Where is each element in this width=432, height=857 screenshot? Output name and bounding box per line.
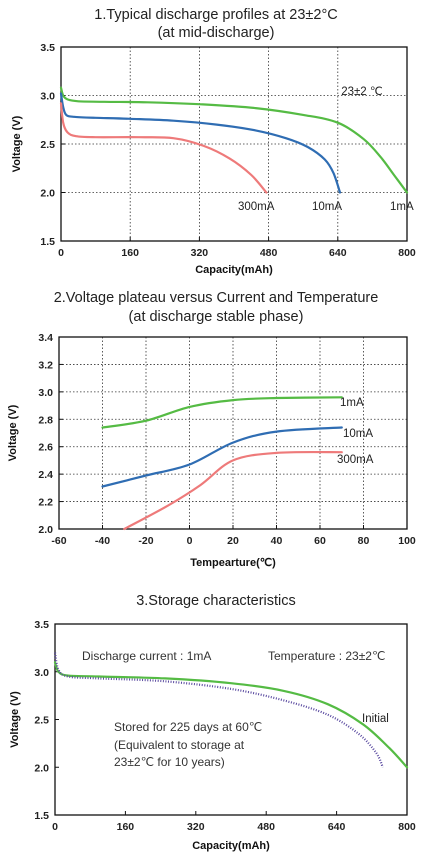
x-tick-label: 20 [227,535,239,547]
chart-3-title: 3.Storage characteristics [136,593,296,609]
y-tick-label: 2.6 [38,442,53,454]
x-tick-label: -60 [51,535,66,547]
series-label-10ma: 10mA [343,428,373,440]
series-label-300ma: 300mA [337,454,374,466]
y-tick-label: 3.0 [34,667,49,679]
chart-1-title: (at mid-discharge) [158,25,275,41]
chart-annotation: Stored for 225 days at 60℃ [114,720,262,734]
y-axis-label: Voltage (V) [9,691,21,748]
series-label-10ma: 10mA [312,201,342,213]
series-line-10ma [101,426,343,488]
chart-1-title: 1.Typical discharge profiles at 23±2°C [94,7,337,23]
x-tick-label: 640 [329,247,347,259]
y-tick-label: 2.0 [38,524,53,536]
chart-annotation: Discharge current : 1mA [82,649,211,663]
y-axis-label: Voltage (V) [11,115,23,172]
series-label-initial: Initial [362,713,389,725]
x-tick-label: 0 [187,535,193,547]
y-tick-label: 3.0 [40,91,55,103]
y-tick-label: 3.5 [40,42,55,54]
series-line-initial [53,661,409,769]
chart-2-title: 2.Voltage plateau versus Current and Tem… [54,290,379,306]
x-tick-label: 480 [257,821,275,833]
x-tick-label: 160 [117,821,135,833]
y-tick-label: 2.5 [34,715,49,727]
x-tick-label: 80 [358,535,370,547]
series-line-1ma [59,86,409,194]
series-line-10ma [59,92,342,194]
x-tick-label: -20 [138,535,153,547]
chart-annotation: 23±2 ℃ [341,86,383,98]
x-tick-label: 0 [52,821,58,833]
series-line-1ma [101,396,343,429]
y-tick-label: 3.5 [34,619,49,631]
y-tick-label: 2.5 [40,139,55,151]
series-line-300ma [123,450,343,531]
chart-annotation: (Equivalent to storage at [114,738,245,752]
x-axis-label: Tempearture(℃) [190,557,276,569]
x-axis-label: Capacity(mAh) [195,264,273,276]
series-line-stored [53,652,384,768]
y-tick-label: 3.0 [38,387,53,399]
x-tick-label: -40 [95,535,110,547]
x-tick-label: 480 [260,247,278,259]
y-tick-label: 2.0 [34,762,49,774]
x-tick-label: 800 [398,821,416,833]
y-tick-label: 1.5 [34,810,49,822]
x-tick-label: 320 [187,821,205,833]
chart-2-title: (at discharge stable phase) [129,309,304,325]
x-tick-label: 100 [398,535,416,547]
y-tick-label: 2.8 [38,414,53,426]
x-tick-label: 800 [398,247,416,259]
x-tick-label: 40 [271,535,283,547]
x-axis-label: Capacity(mAh) [192,840,270,852]
series-label-300ma: 300mA [238,201,275,213]
y-tick-label: 3.2 [38,359,53,371]
y-tick-label: 1.5 [40,236,55,248]
x-tick-label: 60 [314,535,326,547]
series-line-300ma [59,102,268,194]
series-label-1ma: 1mA [340,397,364,409]
y-tick-label: 2.4 [38,469,53,481]
y-tick-label: 2.2 [38,497,53,509]
x-tick-label: 640 [328,821,346,833]
x-tick-label: 320 [191,247,209,259]
chart-annotation: Temperature : 23±2℃ [268,649,385,663]
x-tick-label: 0 [58,247,64,259]
x-tick-label: 160 [121,247,139,259]
y-tick-label: 2.0 [40,188,55,200]
y-tick-label: 3.4 [38,332,53,344]
chart-annotation: 23±2℃ for 10 years) [114,755,225,769]
series-label-1ma: 1mA [390,201,414,213]
y-axis-label: Voltage (V) [7,404,19,461]
